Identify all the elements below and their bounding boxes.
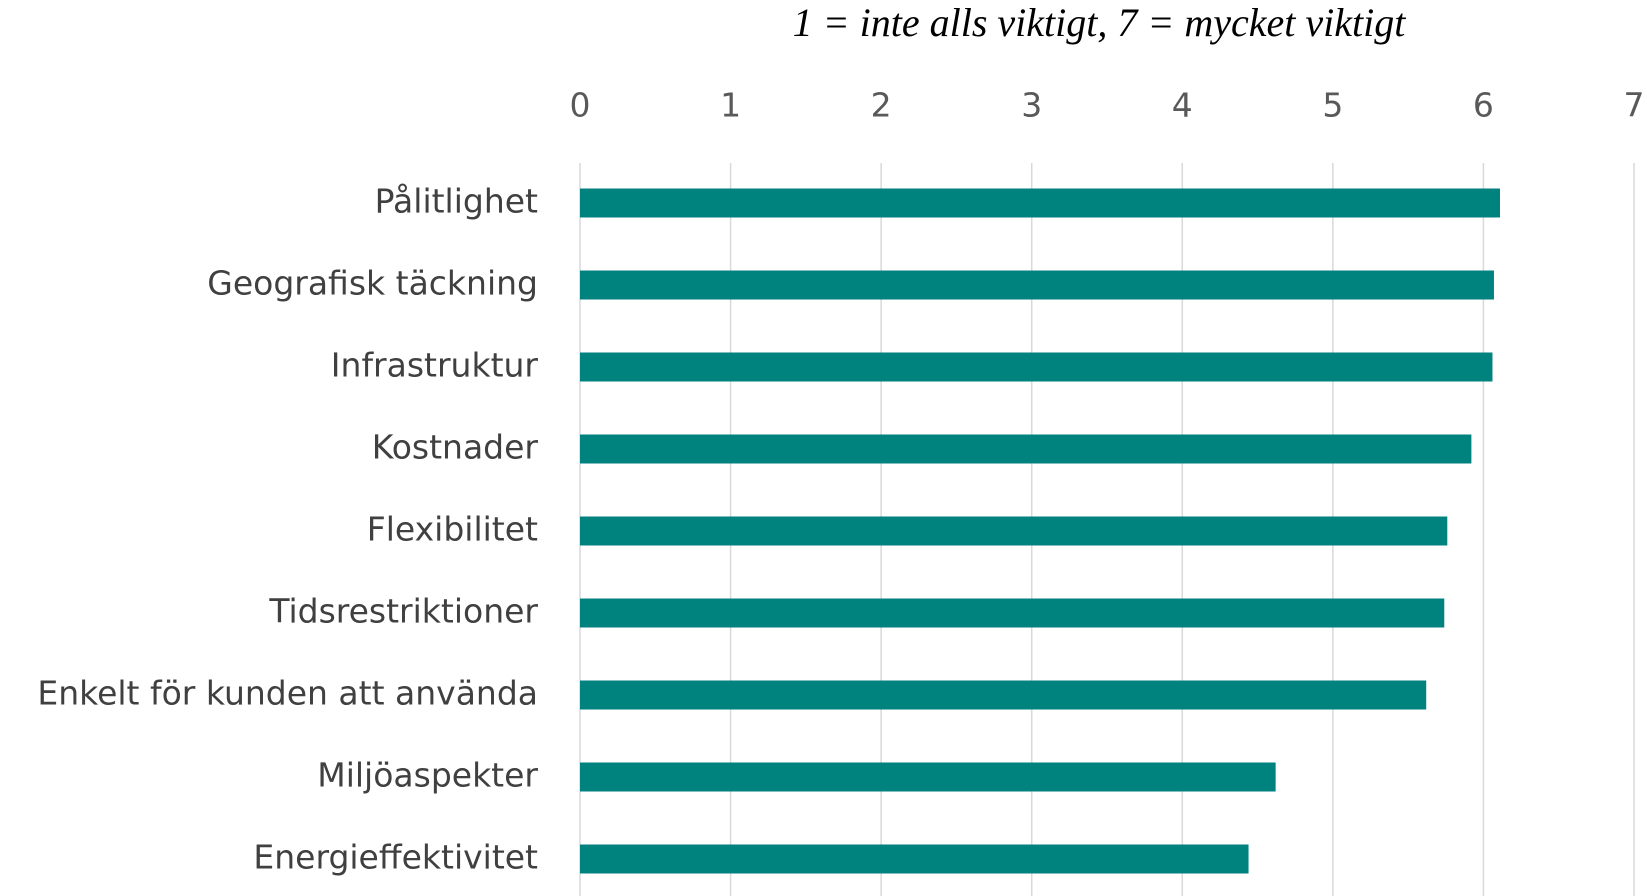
y-tick-label: Tidsrestriktioner — [268, 592, 538, 631]
bar — [580, 352, 1493, 382]
y-tick-label: Flexibilitet — [367, 510, 538, 549]
y-tick-label: Energieffektivitet — [253, 838, 538, 877]
bar — [580, 270, 1494, 300]
bar — [580, 762, 1276, 792]
bar — [580, 434, 1472, 464]
y-tick-label: Kostnader — [372, 428, 539, 467]
x-tick-label: 6 — [1473, 86, 1494, 125]
x-tick-label: 5 — [1322, 86, 1343, 125]
x-tick-label: 7 — [1624, 86, 1645, 125]
bar — [580, 516, 1448, 546]
y-tick-label: Enkelt för kunden att använda — [37, 674, 538, 713]
x-tick-label: 0 — [570, 86, 591, 125]
bar — [580, 188, 1500, 218]
x-tick-label: 2 — [871, 86, 892, 125]
bar — [580, 844, 1249, 874]
x-tick-label: 1 — [720, 86, 741, 125]
bar — [580, 598, 1445, 628]
y-tick-label: Pålitlighet — [375, 182, 538, 221]
y-tick-label: Miljöaspekter — [317, 756, 538, 795]
bar — [580, 680, 1427, 710]
x-tick-label: 4 — [1172, 86, 1193, 125]
y-tick-label: Infrastruktur — [331, 346, 539, 385]
axis-title: 1 = inte alls viktigt, 7 = mycket viktig… — [793, 0, 1407, 45]
y-tick-label: Geografisk täckning — [207, 264, 538, 303]
x-tick-label: 3 — [1021, 86, 1042, 125]
